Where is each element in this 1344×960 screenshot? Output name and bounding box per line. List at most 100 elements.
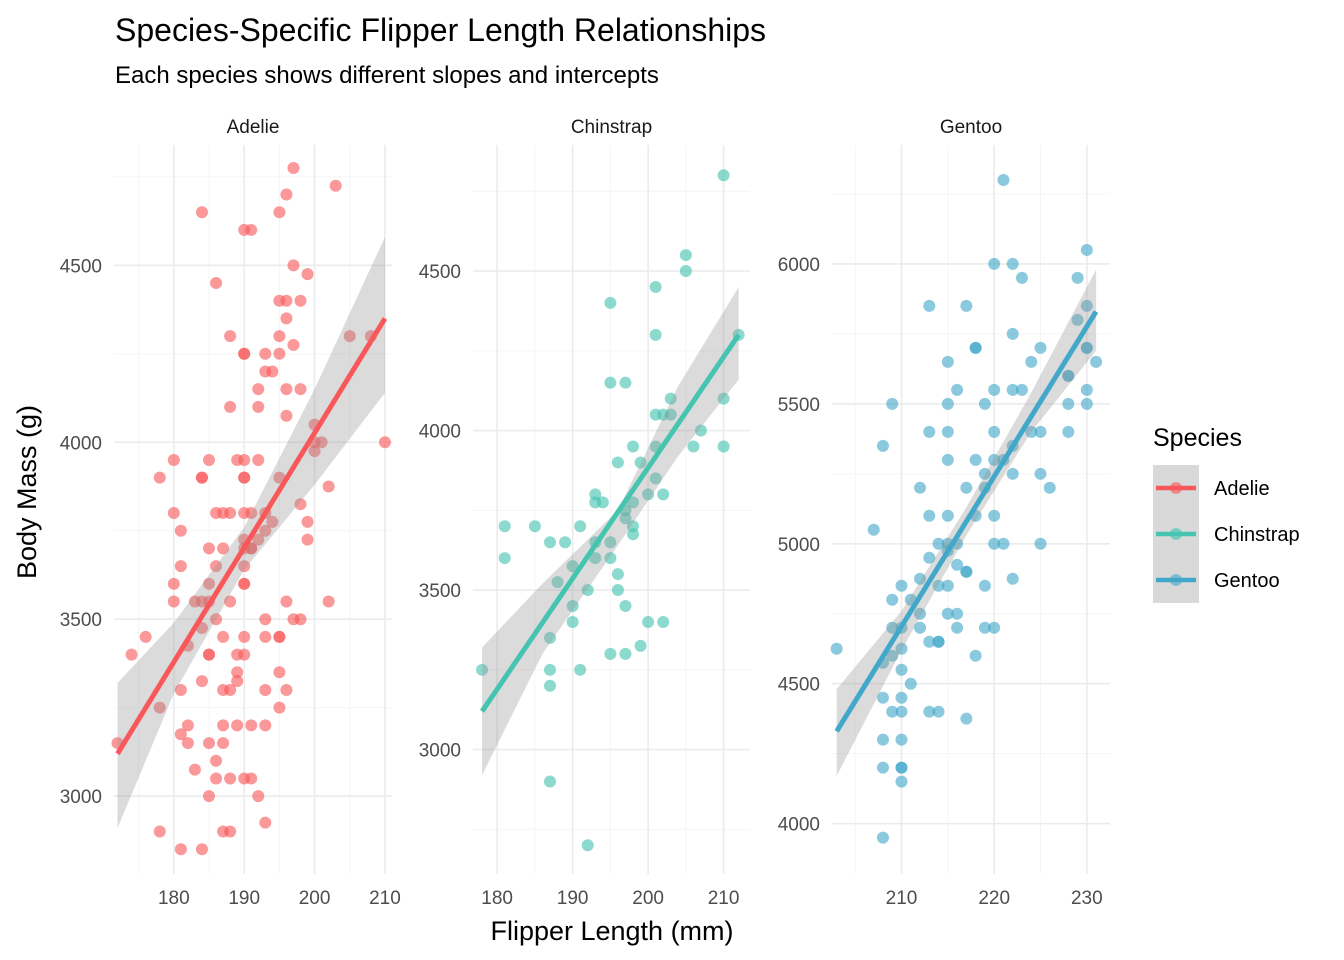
data-point [886,621,899,634]
data-point [259,347,272,360]
data-point [649,472,662,485]
data-point [619,376,632,389]
data-point [978,397,991,410]
data-point [589,552,602,565]
data-point [969,341,982,354]
y-tick-label: 3000 [60,787,102,808]
x-tick-label: 200 [299,888,331,909]
legend-label: Adelie [1214,478,1270,500]
data-point [181,737,194,750]
data-point [830,642,843,655]
data-point [960,712,973,725]
data-point [224,772,237,785]
data-point [932,705,945,718]
data-point [224,595,237,608]
data-point [280,383,293,396]
data-point [238,630,251,643]
data-point [642,488,655,501]
data-point [224,400,237,413]
data-point [217,737,230,750]
data-point [252,533,265,546]
data-point [273,701,286,714]
data-point [238,560,251,573]
data-point [895,775,908,788]
data-point [687,440,700,453]
y-tick-label: 3500 [419,581,461,602]
data-point [642,615,655,628]
data-point [876,439,889,452]
legend-item-adelie: Adelie [1153,465,1270,511]
data-point [679,249,692,262]
data-point [543,631,556,644]
x-tick-label: 210 [708,888,740,909]
data-point [932,537,945,550]
data-point [978,467,991,480]
data-point [195,206,208,219]
data-point [604,647,617,660]
legend-label: Gentoo [1214,570,1280,592]
data-point [627,528,640,541]
data-point [895,691,908,704]
data-point [988,257,1001,270]
x-tick-label: 180 [158,888,190,909]
data-point [322,480,335,493]
data-point [923,509,936,522]
data-point [287,162,300,175]
data-point [932,579,945,592]
data-point [960,299,973,312]
data-point [543,775,556,788]
data-point [195,675,208,688]
data-point [1062,425,1075,438]
data-point [266,515,279,528]
data-point [252,383,265,396]
data-point [224,825,237,838]
data-point [1080,397,1093,410]
data-point [528,520,541,533]
data-point [167,577,180,590]
data-point [273,630,286,643]
data-point [167,453,180,466]
data-point [895,642,908,655]
data-point [203,542,216,555]
data-point [627,496,640,509]
data-point [224,507,237,520]
data-point [1080,383,1093,396]
y-axis-title: Body Mass (g) [12,405,42,579]
data-point [941,355,954,368]
data-point [649,280,662,293]
data-point [1062,397,1075,410]
x-tick-label: 230 [1071,888,1103,909]
data-point [895,733,908,746]
data-point [139,630,152,643]
chart-title: Species-Specific Flipper Length Relation… [115,12,766,48]
data-point [1006,327,1019,340]
data-point [174,843,187,856]
data-point [203,790,216,803]
regression-line [115,317,388,755]
data-point [988,621,1001,634]
data-point [932,635,945,648]
data-point [195,471,208,484]
regression-line [479,333,741,713]
data-point [287,338,300,351]
x-tick-label: 210 [369,888,401,909]
data-point [611,456,624,469]
data-point [717,440,730,453]
data-point [231,719,244,732]
data-point [611,584,624,597]
data-point [627,440,640,453]
data-point [988,453,1001,466]
data-point [329,179,342,192]
data-point [294,498,307,511]
data-point [1006,257,1019,270]
data-point [611,568,624,581]
legend-label: Chinstrap [1214,524,1300,546]
data-point [167,595,180,608]
data-point [566,615,579,628]
data-point [1025,425,1038,438]
data-point [895,705,908,718]
data-point [914,607,927,620]
data-point [581,584,594,597]
data-point [1025,355,1038,368]
